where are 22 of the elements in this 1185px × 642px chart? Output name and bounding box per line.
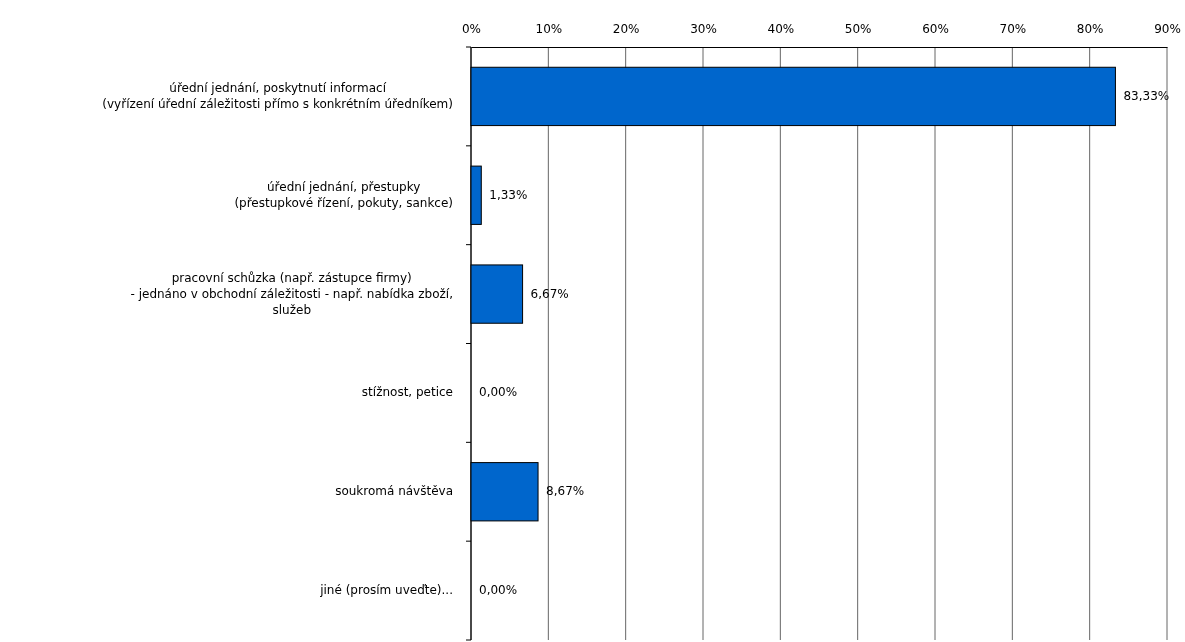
y-tick-label: jiné (prosím uveďte)... — [319, 583, 453, 598]
data-label: 0,00% — [479, 583, 518, 598]
data-label: 83,33% — [1123, 88, 1170, 103]
y-tick-label: stížnost, petice — [361, 385, 453, 400]
x-tick-label: 40% — [767, 22, 795, 36]
x-tick-label: 80% — [1076, 22, 1104, 36]
x-tick-label: 30% — [690, 22, 717, 36]
x-tick-label: 20% — [612, 22, 640, 36]
x-tick-label: 50% — [844, 22, 872, 36]
data-label: 8,67% — [546, 484, 585, 499]
y-tick-label: soukromá návštěva — [335, 484, 453, 499]
data-label: 0,00% — [479, 385, 518, 400]
y-tick-label: pracovní schůzka (např. zástupce firmy) - jednáno v obchodní záležitosti - např. nabídka zboží, služeb — [130, 270, 453, 317]
x-tick-label: 90% — [1154, 22, 1181, 36]
y-tick-label: úřední jednání, poskytnutí informací (vyřízení úřední záležitosti přímo s konkrétním úředníkem) — [102, 80, 453, 111]
x-tick-label: 10% — [535, 22, 563, 36]
y-tick-label: úřední jednání, přestupky (přestupkové řízení, pokuty, sankce) — [234, 179, 453, 210]
x-tick-label: 70% — [999, 22, 1027, 36]
x-tick-label: 60% — [922, 22, 949, 36]
data-label: 6,67% — [530, 286, 569, 301]
data-label: 1,33% — [489, 187, 528, 202]
x-tick-label: 0% — [461, 22, 482, 36]
